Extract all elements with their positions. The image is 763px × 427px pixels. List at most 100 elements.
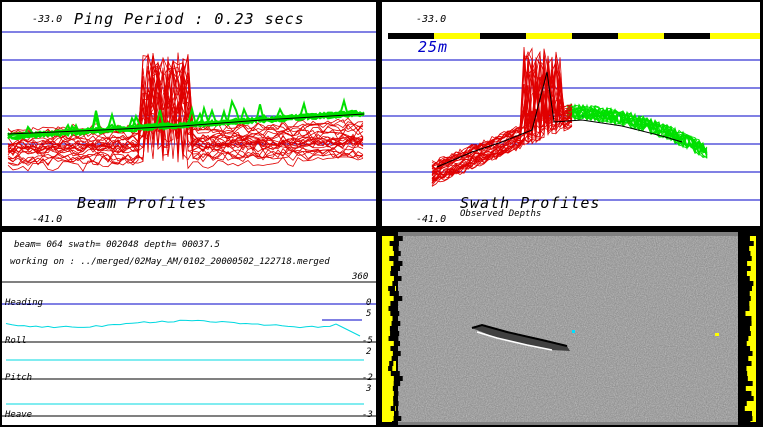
edge-notch [738,236,750,241]
edge-notch [390,266,401,271]
pitch-min: -2 [362,373,373,383]
beam-depth-bottom: -41.0 [32,214,63,225]
edge-notch [738,261,748,266]
edge-notch [738,251,751,256]
edge-notch [738,316,752,321]
swath-mean-profile [436,71,683,168]
beam-red-line [7,66,364,163]
beam-red-line [7,60,364,155]
scale-bar-segment [434,33,480,39]
yellow-marker [715,333,719,336]
swath-red-line [431,56,573,175]
beam-red-line [7,64,364,164]
edge-notch [738,291,750,296]
beam-swath-depth-info: beam= 064 swath= 002048 depth= 00037.5 [14,240,220,250]
heading-min: 0 [366,298,372,308]
edge-notch [392,246,399,251]
beam-red-profiles [7,52,364,172]
edge-notch [738,311,746,316]
edge-notch [389,241,399,246]
beam-red-line [7,57,364,160]
edge-notch [393,276,402,281]
edge-notch [738,361,752,366]
scale-bar-segment [618,33,664,39]
heave-min: -3 [362,410,373,420]
edge-notch [738,396,754,401]
edge-notch [738,286,752,291]
edge-notch [392,386,398,391]
swath-profiles-caption: Swath Profiles [460,194,601,212]
edge-notch [738,346,751,351]
edge-notch [390,406,396,411]
edge-notch [738,351,753,356]
edge-notch [393,296,403,301]
edge-notch [738,411,752,416]
roll-label: Roll [5,336,27,346]
edge-notch [389,256,399,261]
sidescan-edge-bars [382,232,760,425]
heading-max: 360 [352,272,369,282]
edge-notch [738,301,750,306]
edge-notch [738,416,753,421]
edge-notch [390,346,398,351]
beam-green-profiles [7,97,365,141]
beam-profiles-plot [2,31,376,201]
beam-red-line [7,64,364,156]
edge-notch [738,331,751,336]
cursor-marker [572,330,575,333]
working-file-info: working on : ../merged/02May_AM/0102_200… [10,257,330,267]
edge-notch [738,371,748,376]
edge-notch [393,411,399,416]
edge-notch [738,326,750,331]
edge-notch [738,276,750,281]
edge-notch [390,311,400,316]
swath-red-line [431,60,573,181]
scale-bar [388,33,760,39]
edge-notch [738,266,751,271]
edge-notch [393,391,399,396]
edge-notch [393,416,402,421]
edge-notch [738,256,752,261]
heave-max: 3 [366,384,372,394]
beam-red-line [7,54,364,146]
scale-bar-segment [710,33,756,39]
observed-depths-label: Observed Depths [460,209,542,219]
swath-red-line [431,65,573,175]
edge-notch [738,401,747,406]
edge-notch [738,421,751,425]
attitude-traces [5,319,364,405]
swath-depth-top: -33.0 [416,14,447,25]
beam-profiles-caption: Beam Profiles [77,194,208,212]
edge-notch [391,356,398,361]
edge-notch [393,401,399,406]
edge-notch [388,336,399,341]
attitude-plot [2,281,376,417]
sidescan-image-panel [382,232,760,425]
swath-depth-bottom: -41.0 [416,214,447,225]
attitude-status-panel: beam= 064 swath= 002048 depth= 00037.5 w… [2,232,376,425]
swath-green-line [566,105,708,152]
edge-notch [393,341,401,346]
swath-green-profiles [566,103,708,159]
edge-notch [389,291,399,296]
scale-bar-label: 25m [418,38,449,56]
edge-notch [390,301,399,306]
edge-notch [392,316,397,321]
edge-notch [393,236,403,241]
beam-profiles-panel: -33.0 Ping Period : 0.23 secs Beam Profi… [2,2,376,226]
heave-label: Heave [5,410,33,420]
attitude-axis-lines [2,281,376,417]
seabed-target [471,323,570,351]
pitch-label: Pitch [5,373,33,383]
edge-notch [738,356,749,361]
swath-green-line [566,106,708,159]
swath-mean-line [436,71,683,168]
beam-depth-top: -33.0 [32,14,63,25]
edge-notch [738,406,745,411]
edge-notch [738,241,754,246]
swath-profiles-panel: -33.0 25m Swath Profiles Observed Depths… [382,2,760,226]
edge-notch [388,366,393,371]
edge-notch [388,306,398,311]
edge-notch [391,321,401,326]
edge-notch [393,251,401,256]
